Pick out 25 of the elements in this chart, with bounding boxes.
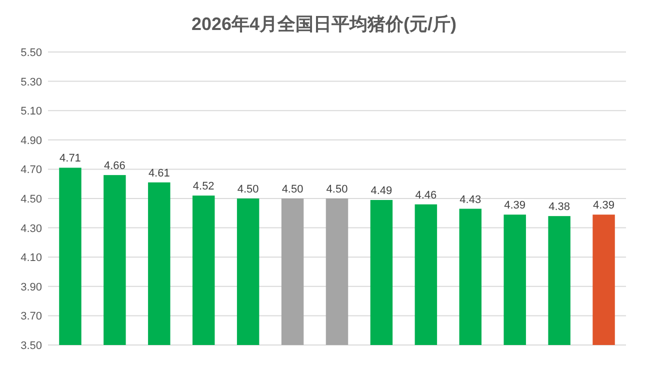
y-tick-label: 4.30 <box>20 222 42 235</box>
y-tick-label: 5.30 <box>20 76 42 88</box>
chart-title: 2026年4月全国日平均猪价(元/斤) <box>191 14 457 34</box>
y-tick-label: 4.70 <box>20 164 42 176</box>
data-label: 4.49 <box>370 184 392 197</box>
y-tick-label: 4.90 <box>20 134 42 147</box>
data-label: 4.52 <box>192 180 214 193</box>
y-tick-label: 4.50 <box>20 194 42 206</box>
data-label: 4.43 <box>460 194 482 206</box>
data-label: 4.50 <box>326 184 348 196</box>
y-tick-label: 3.90 <box>20 281 42 294</box>
data-label: 4.46 <box>415 189 437 202</box>
data-label: 4.50 <box>282 184 304 196</box>
y-tick-label: 5.50 <box>20 47 42 59</box>
data-label: 4.71 <box>60 152 81 165</box>
data-label: 4.38 <box>548 201 570 214</box>
data-label: 4.39 <box>593 200 614 212</box>
y-tick-label: 3.70 <box>20 310 42 323</box>
data-label: 4.50 <box>237 184 259 196</box>
data-label: 4.39 <box>504 200 526 212</box>
data-label: 4.66 <box>104 160 126 172</box>
data-label: 4.61 <box>148 167 170 180</box>
y-tick-label: 4.10 <box>20 252 42 264</box>
y-tick-label: 3.50 <box>20 340 42 352</box>
y-tick-label: 5.10 <box>20 106 42 118</box>
